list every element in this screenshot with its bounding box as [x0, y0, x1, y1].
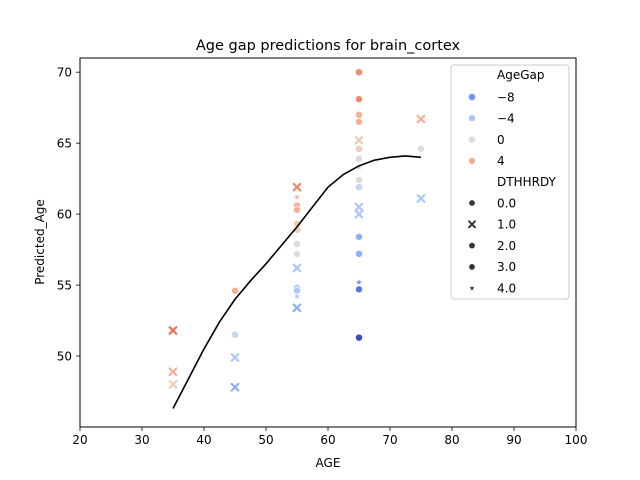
y-tick-label: 60: [57, 207, 72, 221]
data-point: [354, 135, 364, 145]
x-tick-label: 100: [565, 433, 588, 447]
legend-hue-label: −4: [497, 112, 515, 126]
legend-style-entries: 0.0 1.0 2.0 3.0 4.0: [468, 196, 516, 296]
legend-style-marker: [468, 263, 476, 271]
legend-box: [450, 64, 570, 300]
data-point: [292, 303, 302, 313]
legend-style-title: DTHHRDY: [497, 175, 557, 189]
data-point: [355, 285, 363, 294]
legend-style-marker: [468, 284, 476, 292]
chart-title: Age gap predictions for brain_cortex: [196, 38, 461, 54]
data-point: [168, 367, 178, 377]
legend-hue-entries: −8 −4 0 4: [468, 90, 515, 168]
data-point: [230, 353, 240, 362]
legend-hue-swatch: [468, 156, 476, 165]
points-layer: [168, 68, 426, 392]
legend-hue-swatch: [468, 114, 476, 123]
data-point: [417, 144, 425, 153]
data-point: [168, 326, 178, 335]
x-tick-label: 70: [382, 433, 397, 447]
trend-line: [172, 155, 422, 409]
legend-style-marker: [468, 242, 476, 250]
y-tick-label: 50: [57, 349, 72, 363]
x-axis-label: AGE: [316, 456, 341, 470]
data-point: [292, 182, 302, 192]
x-tick-label: 80: [444, 433, 459, 447]
x-tick-label: 30: [134, 433, 149, 447]
y-tick-label: 65: [57, 136, 72, 150]
legend: AgeGap −8 −4 0 4 DTHHRDY 0.0 1.0 2.0 3.0 4.0: [450, 64, 570, 300]
x-axis: 20 30 40 50 60 70 80 90 100: [72, 427, 587, 447]
data-point: [355, 232, 363, 241]
data-point: [293, 205, 301, 214]
data-point: [355, 144, 363, 153]
legend-style-label: 3.0: [497, 260, 516, 274]
legend-style-label: 0.0: [497, 196, 516, 210]
data-point: [292, 263, 302, 273]
x-tick-label: 90: [506, 433, 521, 447]
data-point: [355, 110, 363, 119]
legend-style-marker: [468, 199, 476, 207]
legend-hue-label: −8: [497, 90, 515, 104]
data-point: [355, 68, 363, 77]
data-point: [355, 117, 363, 126]
data-point: [168, 380, 178, 389]
x-tick-label: 60: [320, 433, 335, 447]
legend-style-label: 4.0: [497, 282, 516, 296]
y-axis-label: Predicted_Age: [33, 199, 47, 285]
x-tick-label: 50: [258, 433, 273, 447]
data-point: [416, 194, 426, 203]
data-point: [355, 278, 363, 286]
data-point: [231, 286, 239, 295]
data-point: [231, 330, 239, 339]
x-tick-label: 40: [196, 433, 211, 447]
data-point: [355, 163, 363, 171]
data-point: [293, 249, 301, 258]
data-point: [355, 176, 363, 185]
legend-hue-swatch: [468, 135, 476, 144]
data-point: [293, 239, 301, 248]
data-point: [355, 183, 363, 192]
legend-hue-label: 4: [497, 154, 505, 168]
data-point: [293, 292, 301, 300]
legend-style-label: 2.0: [497, 239, 516, 253]
data-point: [355, 154, 363, 163]
legend-style-label: 1.0: [497, 218, 516, 232]
y-tick-label: 70: [57, 65, 72, 79]
y-axis: 50 55 60 65 70: [57, 65, 80, 363]
x-tick-label: 20: [72, 433, 87, 447]
data-point: [230, 382, 240, 392]
legend-hue-label: 0: [497, 133, 505, 147]
data-point: [293, 192, 301, 201]
data-point: [354, 202, 364, 212]
data-point: [355, 333, 363, 342]
legend-hue-title: AgeGap: [497, 68, 544, 82]
data-point: [354, 209, 364, 219]
data-point: [416, 114, 426, 124]
y-tick-label: 55: [57, 278, 72, 292]
data-point: [355, 249, 363, 258]
data-point: [355, 95, 363, 104]
legend-hue-swatch: [468, 93, 476, 101]
legend-style-marker: [468, 220, 476, 229]
